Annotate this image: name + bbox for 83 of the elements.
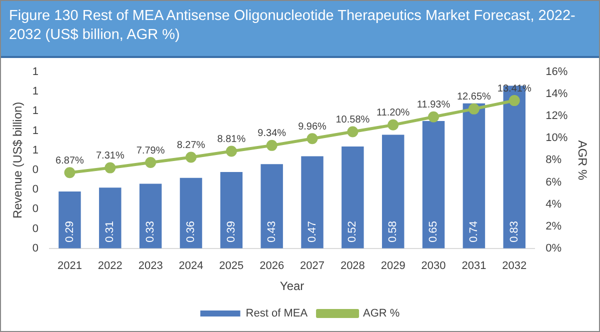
data-label: 11.93% bbox=[416, 100, 450, 111]
data-label: 12.65% bbox=[456, 92, 492, 103]
bar bbox=[422, 121, 445, 248]
y2-tick-label: 16% bbox=[546, 66, 568, 78]
x-tick-label: 2029 bbox=[380, 260, 406, 272]
data-label: 7.79% bbox=[136, 145, 165, 156]
y2-tick-label: 6% bbox=[546, 176, 562, 188]
data-label: 0.47 bbox=[306, 220, 318, 242]
y2-tick-label: 10% bbox=[546, 132, 568, 144]
data-label: 7.31% bbox=[96, 150, 124, 162]
y-tick-label: 0 bbox=[32, 203, 39, 216]
data-label: 0.83 bbox=[508, 220, 520, 242]
legend-label: Rest of MEA bbox=[246, 308, 308, 320]
data-label: 8.27% bbox=[176, 140, 206, 151]
data-label: 8.81% bbox=[217, 134, 246, 146]
point bbox=[185, 152, 196, 163]
y-tick-label: 0 bbox=[32, 164, 39, 176]
x-tick-label: 2030 bbox=[421, 260, 446, 272]
bar bbox=[58, 192, 81, 248]
bar bbox=[180, 178, 202, 248]
data-label: 0.31 bbox=[104, 220, 116, 242]
y-tick-label: 0 bbox=[32, 184, 39, 196]
point bbox=[266, 140, 278, 151]
x-tick-label: 2025 bbox=[219, 260, 244, 272]
y-tick-label: 1 bbox=[32, 105, 39, 118]
x-tick-label: 2032 bbox=[502, 260, 527, 272]
data-label: 0.74 bbox=[468, 220, 480, 242]
y-tick-label: 0 bbox=[32, 242, 39, 254]
data-label: 0.65 bbox=[428, 220, 440, 242]
y2-tick-label: 0% bbox=[546, 242, 562, 254]
bar bbox=[342, 146, 364, 248]
y-tick-label: 1 bbox=[32, 124, 39, 137]
y2-tick-label: 2% bbox=[546, 220, 562, 232]
point bbox=[428, 111, 440, 122]
y2-tick-label: 8% bbox=[546, 154, 562, 166]
data-label: 0.36 bbox=[185, 220, 198, 242]
data-label: 6.87% bbox=[56, 155, 84, 166]
y-tick-label: 1 bbox=[32, 144, 39, 156]
bar bbox=[382, 134, 404, 248]
bar bbox=[301, 156, 324, 248]
bar bbox=[220, 172, 243, 248]
y2-tick-label: 4% bbox=[546, 198, 562, 210]
point bbox=[508, 95, 520, 106]
point bbox=[226, 146, 237, 157]
x-tick-label: 2031 bbox=[462, 260, 486, 272]
point bbox=[468, 103, 480, 114]
x-tick-label: 2024 bbox=[178, 260, 204, 272]
y2-axis-title: AGR % bbox=[575, 140, 590, 181]
bar bbox=[260, 164, 283, 248]
point bbox=[306, 133, 318, 144]
bar bbox=[462, 103, 486, 248]
data-label: 9.34% bbox=[258, 128, 286, 140]
bar bbox=[99, 188, 122, 248]
y-tick-label: 1 bbox=[32, 86, 39, 98]
x-tick-label: 2021 bbox=[57, 260, 82, 272]
data-label: 11.20% bbox=[376, 108, 410, 119]
x-tick-label: 2023 bbox=[138, 260, 163, 272]
point bbox=[347, 126, 358, 138]
y-axis-title: Revenue (US$ billion) bbox=[10, 102, 25, 219]
data-label: 0.39 bbox=[225, 220, 238, 242]
x-tick-label: 2027 bbox=[300, 260, 325, 272]
y-tick-label: 1 bbox=[32, 66, 39, 78]
point bbox=[145, 157, 156, 168]
y2-tick-label: 12% bbox=[546, 110, 568, 122]
x-axis-title: Year bbox=[280, 279, 304, 294]
x-tick-label: 2026 bbox=[260, 260, 284, 272]
data-label: 0.58 bbox=[387, 220, 400, 242]
y-tick-label: 0 bbox=[32, 222, 39, 235]
y2-tick-label: 14% bbox=[546, 88, 568, 100]
bar bbox=[139, 184, 162, 248]
data-label: 10.58% bbox=[336, 114, 370, 126]
point bbox=[104, 162, 116, 174]
data-label: 0.29 bbox=[64, 220, 76, 242]
x-tick-label: 2022 bbox=[98, 260, 122, 272]
legend-label: AGR % bbox=[363, 308, 400, 320]
data-label: 0.52 bbox=[346, 220, 359, 242]
data-label: 9.96% bbox=[298, 121, 327, 132]
chart-title: Figure 130 Rest of MEA Antisense Oligonucleotide Therapeutics Market Forecast, 2022-2032 (US$ billion, AGR %) bbox=[1, 1, 599, 58]
point bbox=[64, 167, 76, 178]
point bbox=[388, 119, 399, 130]
x-tick-label: 2028 bbox=[340, 260, 365, 272]
data-label: 0.33 bbox=[144, 220, 157, 242]
data-label: 0.43 bbox=[266, 220, 278, 242]
